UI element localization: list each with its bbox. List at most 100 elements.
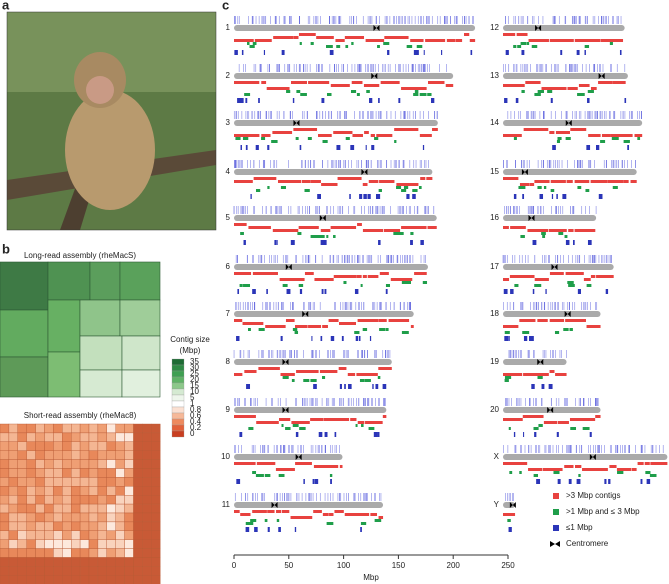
contig: [255, 189, 261, 192]
treemap-cell: [106, 521, 116, 532]
treemap-cell: [44, 423, 54, 434]
treemap-cell: [44, 512, 54, 523]
treemap-cell: [35, 548, 45, 558]
treemap-cell: [0, 309, 49, 358]
treemap-cell: [142, 486, 152, 496]
treemap-cell: [26, 557, 36, 567]
treemap-cell: [70, 539, 81, 549]
contig: [419, 93, 427, 96]
contig: [281, 50, 285, 55]
contig: [321, 183, 338, 186]
contig: [348, 384, 352, 389]
centromere: [547, 407, 554, 413]
treemap-cell: [26, 495, 36, 505]
contig: [248, 427, 254, 430]
chromosome: [503, 73, 628, 79]
contig: [248, 226, 271, 229]
treemap-cell: [133, 432, 143, 442]
contig-track: [233, 111, 438, 150]
contig: [292, 424, 299, 427]
contig: [634, 134, 643, 137]
treemap-cell: [8, 495, 18, 505]
contig: [359, 379, 365, 382]
contig: [586, 325, 601, 328]
treemap-cell: [70, 557, 81, 567]
contig: [358, 336, 361, 341]
treemap-cell: [62, 530, 72, 540]
contig: [243, 240, 246, 245]
contig: [507, 519, 511, 522]
contig: [240, 513, 251, 516]
treemap-cell: [97, 503, 108, 514]
treemap-cell: [121, 335, 161, 371]
treemap-cell: [0, 356, 49, 398]
treemap-cell: [115, 450, 125, 460]
contig: [355, 424, 358, 427]
contig: [295, 432, 299, 437]
contig: [354, 289, 359, 294]
treemap-cell: [53, 503, 63, 514]
treemap-cell: [44, 432, 54, 442]
contig: [304, 272, 314, 275]
contig: [640, 479, 643, 484]
contig: [537, 376, 541, 379]
contig: [557, 471, 560, 474]
contig: [320, 235, 325, 238]
treemap-cell: [70, 486, 81, 496]
contig: [280, 186, 286, 189]
treemap-cell: [151, 432, 161, 442]
contig: [420, 177, 426, 180]
contig: [322, 240, 327, 245]
treemap-cell: [151, 450, 161, 460]
treemap-cell: [142, 503, 152, 514]
contig: [234, 180, 253, 183]
treemap-cell: [53, 450, 63, 460]
contig: [282, 376, 289, 379]
treemap-cell: [142, 512, 152, 523]
contig: [650, 462, 668, 465]
chromosome: [503, 311, 601, 317]
treemap-cell: [133, 539, 143, 549]
contig: [523, 373, 549, 376]
contig: [356, 373, 378, 376]
treemap-cell: [17, 432, 27, 442]
treemap-cell: [53, 512, 63, 523]
treemap-cell: [0, 548, 10, 558]
treemap-cell: [142, 575, 152, 584]
contig: [531, 336, 534, 341]
legend-swatch: [171, 358, 185, 366]
treemap-cell: [44, 468, 54, 478]
contig: [582, 427, 590, 430]
legend-swatch: [171, 400, 185, 408]
contig: [371, 145, 375, 150]
chromosome: [503, 169, 637, 175]
legend-swatch: [553, 509, 559, 515]
contig: [516, 33, 528, 36]
contig: [519, 471, 522, 474]
contig: [469, 39, 476, 42]
treemap-cell: [70, 468, 81, 478]
contig: [432, 128, 438, 131]
contig: [235, 137, 241, 140]
contig: [560, 50, 563, 55]
contig: [385, 328, 389, 331]
treemap-cell: [133, 468, 143, 478]
treemap-cell: [88, 539, 99, 549]
legend-label: >3 Mbp contigs: [566, 491, 620, 500]
contig: [587, 240, 592, 245]
contig: [245, 98, 248, 103]
contig: [234, 134, 260, 137]
treemap-cell: [8, 575, 18, 584]
contig: [336, 145, 341, 150]
chromosome-label: 16: [490, 213, 499, 222]
contig: [549, 131, 555, 134]
contig: [549, 39, 574, 42]
contig: [623, 140, 630, 143]
treemap-cell: [115, 575, 125, 584]
treemap-cell: [53, 468, 63, 478]
centromere: [598, 73, 605, 79]
x-tick-label: 100: [337, 561, 351, 570]
contig: [272, 131, 293, 134]
contig: [367, 275, 379, 278]
contig: [545, 289, 547, 294]
